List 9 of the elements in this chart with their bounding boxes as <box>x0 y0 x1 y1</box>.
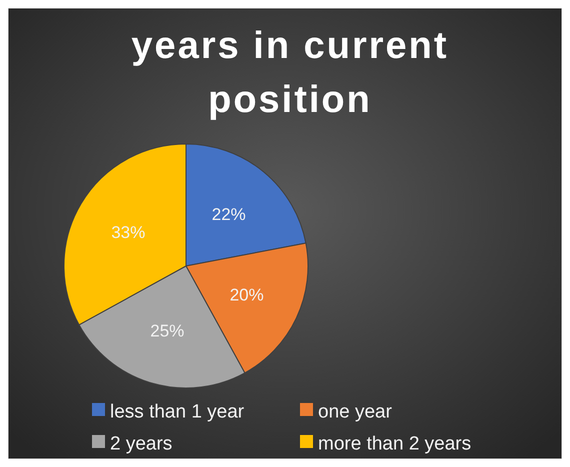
legend-label: more than 2 years <box>318 434 472 455</box>
data-label: 25% <box>150 321 184 340</box>
data-label: 33% <box>111 222 146 242</box>
chart-title: years in current position <box>131 25 449 121</box>
legend-label: less than 1 year <box>110 402 245 423</box>
data-label: 22% <box>212 205 246 224</box>
legend-label: 2 years <box>110 434 172 455</box>
legend-label: one year <box>318 402 393 423</box>
data-label: 20% <box>230 286 264 305</box>
